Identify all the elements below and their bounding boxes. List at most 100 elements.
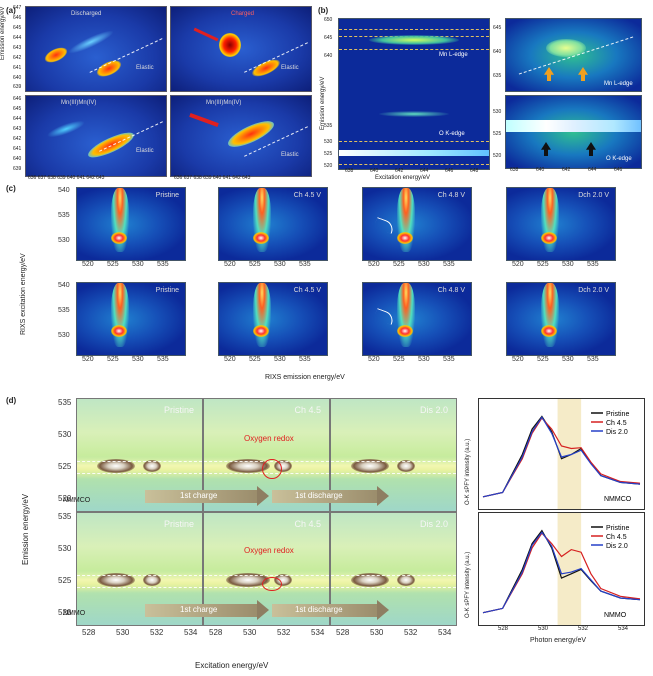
legend-label: Dis 2.0 [606, 543, 628, 550]
discharge-label: 1st discharge [295, 491, 343, 500]
panel-b-inset-o-label: O K-edge [606, 156, 632, 162]
panel-a-reference1-map: Mn(III)Mn(IV) Elastic [25, 95, 167, 177]
panel-d-ytick: 520 [58, 494, 72, 503]
panel-c-xtick: 525 [393, 356, 405, 363]
panel-c-title-2-1: Pristine [155, 287, 179, 294]
panel-d-ylabel: Emission energy/eV [21, 493, 30, 565]
panel-c-title-1-4: Dch 2.0 V [578, 192, 609, 199]
panel-d-xtick: 528 [209, 628, 223, 637]
panel-b-yticks: 650 645 640 535 530 525 520 [324, 17, 333, 169]
panel-d-xtick: 528 [82, 628, 96, 637]
panel-d-xtick: 532 [404, 628, 418, 637]
series-ch-4-5 [482, 417, 641, 498]
panel-c-ytick: 535 [58, 307, 70, 314]
panel-c-xtick: 530 [562, 261, 574, 268]
panel-c-xtick: 535 [157, 261, 169, 268]
panel-d-xtick: 532 [150, 628, 164, 637]
charge-label: 1st charge [180, 491, 218, 500]
panel-c-title-2-2: Ch 4.5 V [293, 287, 321, 294]
panel-d-title-1-3: Dis 2.0 [419, 405, 448, 415]
legend-label: Ch 4.5 [606, 534, 627, 541]
charge-label: 1st charge [180, 605, 218, 614]
panel-d-xtick: 534 [184, 628, 198, 637]
highlight-band [557, 399, 582, 509]
panel-c-xtick: 525 [393, 261, 405, 268]
oxygen-redox-label: Oxygen redox [244, 434, 294, 443]
panel-b-inset-xticks: 638 640 642 644 646 [510, 167, 623, 173]
panel-a-discharged-map: Discharged Elastic [25, 6, 167, 92]
panel-c-title-2-3: Ch 4.8 V [437, 287, 465, 294]
panel-c-xtick: 525 [107, 261, 119, 268]
panel-c-xtick: 535 [299, 261, 311, 268]
panel-c-xtick: 520 [368, 356, 380, 363]
panel-c-map-2-3: Ch 4.8 V [362, 282, 472, 356]
panel-c-xtick: 530 [418, 356, 430, 363]
panel-c-xtick: 535 [443, 261, 455, 268]
oxygen-redox-label: Oxygen redox [244, 546, 294, 555]
panel-d-xtick: 530 [243, 628, 257, 637]
panel-a-tl-elastic: Elastic [136, 65, 154, 71]
panel-d-title-2-1: Pristine [163, 519, 194, 529]
series-ch-4-5 [482, 532, 641, 614]
charge-arrow [145, 604, 257, 617]
panel-c-ytick: 540 [58, 282, 70, 289]
panel-c-title-2-4: Dch 2.0 V [578, 287, 609, 294]
charge-arrow [145, 490, 257, 503]
series-dis-2-0 [482, 531, 641, 614]
panel-a-charged-map: Charged Elastic [170, 6, 312, 92]
panel-c-ytick: 540 [58, 187, 70, 194]
line-chart-nmmo: Pristine Ch 4.5 Dis 2.0 NMMO [478, 512, 645, 626]
legend-label: Pristine [606, 525, 629, 532]
panel-c-title-1-2: Ch 4.5 V [293, 192, 321, 199]
panel-c-xtick: 525 [107, 356, 119, 363]
line-chart-title: NMMCO [604, 496, 632, 503]
panel-c-xtick: 525 [537, 356, 549, 363]
panel-c-xtick: 525 [537, 261, 549, 268]
panel-c-xtick: 535 [157, 356, 169, 363]
panel-b-inset-mn-label: Mn L-edge [604, 81, 633, 87]
panel-d-ytick: 530 [58, 430, 72, 439]
panel-b-xticks: 638 640 642 644 646 648 [345, 168, 479, 174]
panel-c-xtick: 520 [82, 356, 94, 363]
panel-b-mn-edge: Mn L-edge [439, 52, 468, 58]
panel-d-xtick: 530 [370, 628, 384, 637]
panel-d-ytick: 530 [58, 544, 72, 553]
panel-a-bl-elastic: Elastic [136, 148, 154, 154]
panel-b-inset-o: O K-edge [505, 95, 642, 169]
panel-c-xtick: 520 [82, 261, 94, 268]
line-bottom-ylabel: O-K sPFY intensity (a.u.) [465, 551, 471, 618]
panel-c-map-2-1: Pristine [76, 282, 186, 356]
panel-a-tr-elastic: Elastic [281, 65, 299, 71]
panel-c-map-1-1: Pristine [76, 187, 186, 261]
panel-c-ytick: 530 [58, 332, 70, 339]
panel-c-ylabel: RIXS excitation energy/eV [20, 253, 27, 335]
panel-c-xtick: 535 [299, 356, 311, 363]
panel-b-map: Mn L-edge O K-edge [338, 18, 490, 170]
discharge-arrow [272, 490, 377, 503]
panel-d-sample-top: NMMCO [63, 497, 91, 504]
panel-c-xtick: 520 [512, 261, 524, 268]
panel-d-xtick: 530 [116, 628, 130, 637]
panel-d-xtick: 532 [277, 628, 291, 637]
panel-c-xtick: 530 [274, 356, 286, 363]
panel-c-xlabel: RIXS emission energy/eV [265, 374, 345, 381]
panel-a-xticks-right: 636 637 638 639 640 641 642 643 [174, 175, 251, 181]
legend-label: Dis 2.0 [606, 429, 628, 436]
panel-d-xtick: 534 [438, 628, 452, 637]
panel-d-ytick: 535 [58, 512, 72, 521]
panel-c-label: (c) [6, 184, 16, 193]
panel-a-tl-title: Discharged [71, 11, 102, 17]
panel-a-ylabel: Emission energy/eV [0, 6, 6, 60]
series-dis-2-0 [482, 416, 641, 498]
panel-d-title-1-1: Pristine [163, 405, 194, 415]
legend-label: Ch 4.5 [606, 420, 627, 427]
panel-c-map-1-2: Ch 4.5 V [218, 187, 328, 261]
discharge-label: 1st discharge [295, 605, 343, 614]
panel-c-map-1-4: Dch 2.0 V [506, 187, 616, 261]
panel-c-title-1-1: Pristine [155, 192, 179, 199]
legend-label: Pristine [606, 411, 629, 418]
panel-c-xtick: 520 [224, 261, 236, 268]
panel-c-xtick: 535 [587, 356, 599, 363]
panel-d-label: (d) [6, 396, 17, 405]
panel-d-title-2-3: Dis 2.0 [419, 519, 448, 529]
